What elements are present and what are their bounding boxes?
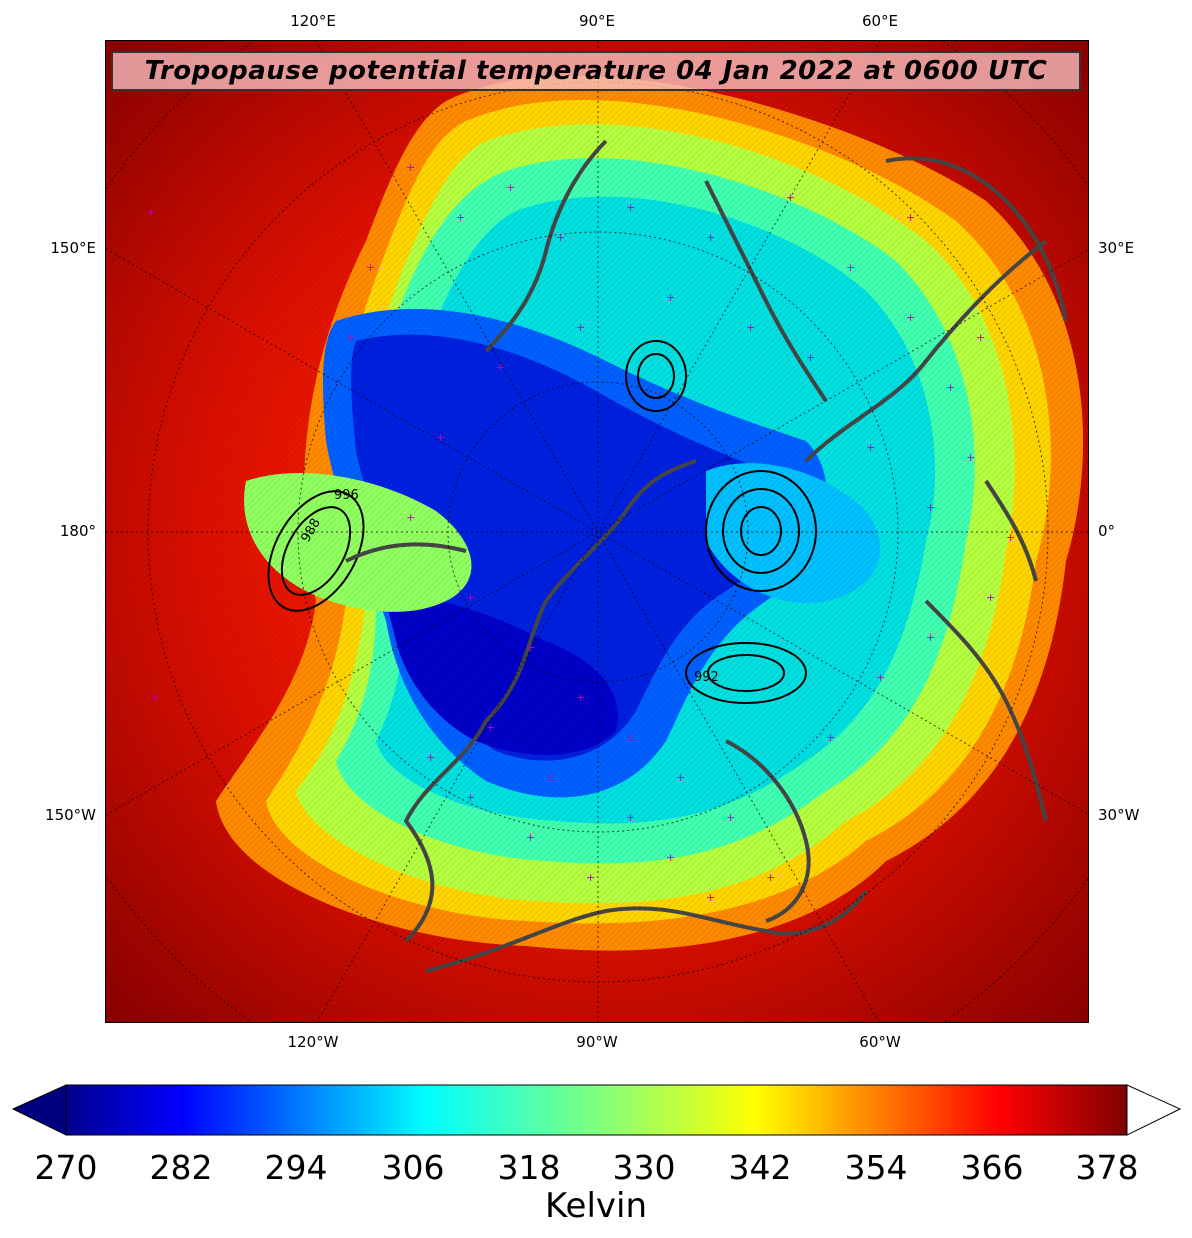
lon-label-left-180: 180° xyxy=(59,522,96,540)
svg-text:+: + xyxy=(436,431,445,444)
svg-text:+: + xyxy=(786,191,795,204)
station-markers: +++ +++ +++ +++ +++ +++ +++ +++ +++ +++ … xyxy=(146,161,1089,904)
svg-text:+: + xyxy=(726,811,735,824)
colorbar-tick-306: 306 xyxy=(381,1148,445,1187)
svg-text:+: + xyxy=(486,721,495,734)
lon-label-right-0: 0° xyxy=(1098,522,1116,540)
svg-text:+: + xyxy=(466,591,475,604)
svg-text:+: + xyxy=(526,831,535,844)
colorbar-tick-294: 294 xyxy=(264,1148,328,1187)
lon-label-top-60e: 60°E xyxy=(861,12,899,30)
svg-text:+: + xyxy=(706,891,715,904)
svg-text:+: + xyxy=(346,331,355,344)
svg-text:+: + xyxy=(426,751,435,764)
svg-text:+: + xyxy=(151,691,160,704)
svg-text:+: + xyxy=(846,261,855,274)
contour-label: 996 xyxy=(334,488,359,503)
svg-text:+: + xyxy=(406,161,415,174)
svg-text:+: + xyxy=(506,181,515,194)
colorbar xyxy=(11,1084,1182,1136)
svg-text:+: + xyxy=(626,201,635,214)
svg-text:+: + xyxy=(746,321,755,334)
svg-text:+: + xyxy=(576,691,585,704)
lon-label-bottom-120w: 120°W xyxy=(287,1033,339,1051)
svg-text:+: + xyxy=(526,641,535,654)
coastlines xyxy=(345,139,1068,973)
lon-label-top-120e: 120°E xyxy=(290,12,336,30)
svg-text:+: + xyxy=(1006,531,1015,544)
svg-text:+: + xyxy=(456,211,465,224)
svg-text:+: + xyxy=(676,771,685,784)
svg-text:+: + xyxy=(986,591,995,604)
svg-text:+: + xyxy=(876,671,885,684)
svg-text:+: + xyxy=(976,331,985,344)
svg-text:+: + xyxy=(906,211,915,224)
svg-text:+: + xyxy=(366,261,375,274)
lon-label-top-90e: 90°E xyxy=(578,12,616,30)
lon-label-bottom-90w: 90°W xyxy=(576,1033,618,1051)
colorbar-extend-low xyxy=(11,1084,67,1136)
colorbar-tick-342: 342 xyxy=(728,1148,792,1187)
map-panel: 988 992 996 xyxy=(105,40,1089,1023)
svg-text:+: + xyxy=(706,231,715,244)
colorbar-tick-366: 366 xyxy=(960,1148,1024,1187)
svg-text:+: + xyxy=(146,206,155,219)
svg-text:+: + xyxy=(766,871,775,884)
lon-label-left-150w: 150°W xyxy=(45,806,96,824)
contour-label: 992 xyxy=(694,670,719,685)
colorbar-tick-330: 330 xyxy=(612,1148,676,1187)
map-title-box: Tropopause potential temperature 04 Jan … xyxy=(111,51,1081,91)
svg-text:+: + xyxy=(826,731,835,744)
colorbar-tick-354: 354 xyxy=(844,1148,908,1187)
svg-text:+: + xyxy=(806,351,815,364)
map-title: Tropopause potential temperature 04 Jan … xyxy=(144,56,1048,86)
svg-text:+: + xyxy=(926,501,935,514)
lon-label-bottom-60w: 60°W xyxy=(859,1033,901,1051)
svg-text:+: + xyxy=(966,451,975,464)
colorbar-tick-378: 378 xyxy=(1075,1148,1139,1187)
colorbar-tick-270: 270 xyxy=(34,1148,98,1187)
svg-text:+: + xyxy=(666,291,675,304)
colorbar-gradient xyxy=(65,1084,1128,1136)
svg-text:+: + xyxy=(546,771,555,784)
svg-text:+: + xyxy=(496,361,505,374)
colorbar-label: Kelvin xyxy=(544,1186,648,1226)
svg-text:+: + xyxy=(906,311,915,324)
colorbar-tick-318: 318 xyxy=(497,1148,561,1187)
svg-text:+: + xyxy=(666,851,675,864)
svg-text:+: + xyxy=(406,511,415,524)
svg-text:+: + xyxy=(866,441,875,454)
colorbar-tick-282: 282 xyxy=(149,1148,213,1187)
svg-text:+: + xyxy=(946,381,955,394)
pressure-contours xyxy=(267,340,817,704)
colorbar-extend-high xyxy=(1126,1084,1182,1136)
svg-text:+: + xyxy=(556,231,565,244)
svg-text:+: + xyxy=(586,871,595,884)
svg-text:+: + xyxy=(576,321,585,334)
svg-text:+: + xyxy=(626,811,635,824)
lon-label-right-30e: 30°E xyxy=(1098,239,1135,257)
lon-label-right-30w: 30°W xyxy=(1098,806,1140,824)
lon-label-left-150e: 150°E xyxy=(50,239,96,257)
svg-text:+: + xyxy=(626,731,635,744)
svg-text:+: + xyxy=(466,791,475,804)
potential-temperature-field: 988 992 996 xyxy=(106,41,1089,1022)
svg-text:+: + xyxy=(926,631,935,644)
svg-text:+: + xyxy=(1086,671,1089,684)
